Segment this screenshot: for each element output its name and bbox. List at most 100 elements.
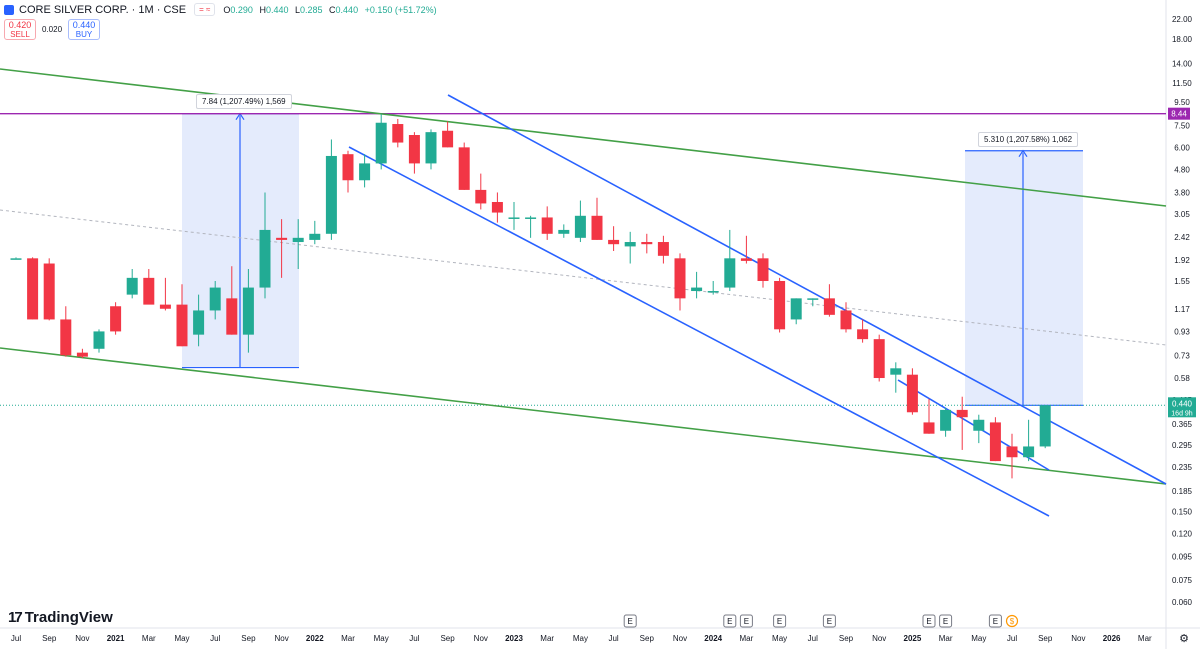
price-tick-label: 18.00 xyxy=(1172,35,1193,44)
last-price-label: 0.440 xyxy=(1172,399,1193,408)
earnings-mark-icon xyxy=(939,614,953,628)
time-tick-label: Jul xyxy=(210,634,220,643)
price-tick-label: 2.42 xyxy=(1174,233,1190,242)
buy-price: 0.440 xyxy=(72,20,96,30)
candle-body xyxy=(906,374,918,413)
tradingview-logo[interactable]: 17 TradingView xyxy=(8,609,113,626)
price-tick-label: 0.185 xyxy=(1172,487,1193,496)
candle-body xyxy=(292,237,304,243)
earnings-mark-label: E xyxy=(827,617,832,626)
time-tick-label: May xyxy=(573,634,588,643)
time-tick-label: May xyxy=(374,634,389,643)
earnings-mark-label: E xyxy=(926,617,931,626)
ohlc-open-label: O xyxy=(223,4,231,15)
time-tick-label: 2021 xyxy=(107,634,125,643)
candle-body xyxy=(126,277,138,295)
candle-body xyxy=(508,217,520,219)
price-tick-label: 0.58 xyxy=(1174,374,1190,383)
candle-body xyxy=(491,201,503,213)
price-tick-label: 14.00 xyxy=(1172,60,1193,69)
candle-body xyxy=(823,298,835,315)
time-tick-label: Sep xyxy=(1038,634,1053,643)
time-tick-label: Jul xyxy=(608,634,618,643)
price-tick-label: 0.93 xyxy=(1174,327,1190,336)
candle-body xyxy=(60,319,72,356)
earnings-mark-label: E xyxy=(943,617,948,626)
sell-button[interactable]: 0.420 SELL xyxy=(4,19,36,40)
earnings-mark-icon xyxy=(623,614,637,628)
time-tick-label: Sep xyxy=(440,634,455,643)
time-tick-label: May xyxy=(174,634,189,643)
price-tick-label: 0.73 xyxy=(1174,351,1190,360)
sell-label: SELL xyxy=(10,30,30,39)
candle-body xyxy=(774,280,786,330)
measure-label-2: 5.310 (1,207.58%) 1,062 xyxy=(978,132,1079,147)
candle-body xyxy=(574,215,586,238)
price-tick-label: 1.55 xyxy=(1174,277,1190,286)
candle-body xyxy=(857,329,869,340)
time-tick-label: Jul xyxy=(1007,634,1017,643)
compare-indicator-pill[interactable]: = ≈ xyxy=(194,3,216,16)
earnings-mark-icon xyxy=(988,614,1002,628)
time-tick-label: 2024 xyxy=(704,634,722,643)
time-tick-label: Mar xyxy=(341,634,355,643)
ohlc-readout: O0.290 H0.440 L0.285 C0.440 +0.150 (+51.… xyxy=(223,5,440,15)
candle-body xyxy=(425,132,437,164)
time-tick-label: Nov xyxy=(1071,634,1085,643)
candle-body xyxy=(159,304,171,309)
level-price-badge xyxy=(1168,107,1190,120)
time-tick-label: Sep xyxy=(640,634,655,643)
candle-body xyxy=(724,258,736,288)
time-tick-label: May xyxy=(971,634,986,643)
ohlc-open: 0.290 xyxy=(230,4,253,15)
ohlc-low: 0.285 xyxy=(300,4,323,15)
price-tick-label: 0.365 xyxy=(1172,420,1193,429)
candle-body xyxy=(641,242,653,245)
buy-label: BUY xyxy=(75,30,93,39)
time-tick-label: Mar xyxy=(740,634,754,643)
candle-body xyxy=(193,310,205,335)
time-tick-label: Sep xyxy=(42,634,57,643)
sell-price: 0.420 xyxy=(8,20,32,30)
time-tick-label: 2023 xyxy=(505,634,523,643)
candle-body xyxy=(359,163,371,181)
time-tick-label: Nov xyxy=(872,634,886,643)
time-tick-label: 2025 xyxy=(904,634,922,643)
candle-body xyxy=(392,124,404,143)
candle-body xyxy=(541,217,553,234)
price-tick-label: 0.095 xyxy=(1172,553,1193,562)
time-tick-label: Nov xyxy=(673,634,687,643)
candle-body xyxy=(973,419,985,431)
trade-panel: 0.420 SELL 0.020 0.440 BUY xyxy=(4,19,101,40)
candle-body xyxy=(740,258,752,261)
earnings-mark-icon xyxy=(739,614,753,628)
earnings-mark-icon xyxy=(723,614,737,628)
candle-body xyxy=(558,229,570,234)
symbol-title[interactable]: CORE SILVER CORP. · 1M · CSE xyxy=(19,3,187,16)
time-tick-label: Jul xyxy=(11,634,21,643)
candle-body xyxy=(442,130,454,148)
candle-body xyxy=(1006,446,1018,458)
candle-body xyxy=(608,239,620,245)
candle-body xyxy=(10,258,22,260)
candle-body xyxy=(707,291,719,293)
candle-body xyxy=(674,258,686,299)
settings-gear-icon[interactable]: ⚙ xyxy=(1179,632,1189,645)
earnings-mark-label: E xyxy=(993,617,998,626)
buy-button[interactable]: 0.440 BUY xyxy=(68,19,101,40)
candle-body xyxy=(790,298,802,320)
candle-body xyxy=(242,287,254,335)
price-tick-label: 0.075 xyxy=(1172,576,1193,585)
earnings-mark-icon xyxy=(922,614,936,628)
earnings-mark-label: E xyxy=(727,617,732,626)
time-tick-label: Jul xyxy=(409,634,419,643)
candle-body xyxy=(591,215,603,240)
candle-body xyxy=(1039,405,1051,447)
earnings-mark-label: E xyxy=(628,617,633,626)
price-tick-label: 0.120 xyxy=(1172,530,1193,539)
candle-body xyxy=(309,233,321,240)
candle-body xyxy=(93,331,105,349)
candle-body xyxy=(624,242,636,247)
price-tick-label: 0.235 xyxy=(1172,463,1193,472)
